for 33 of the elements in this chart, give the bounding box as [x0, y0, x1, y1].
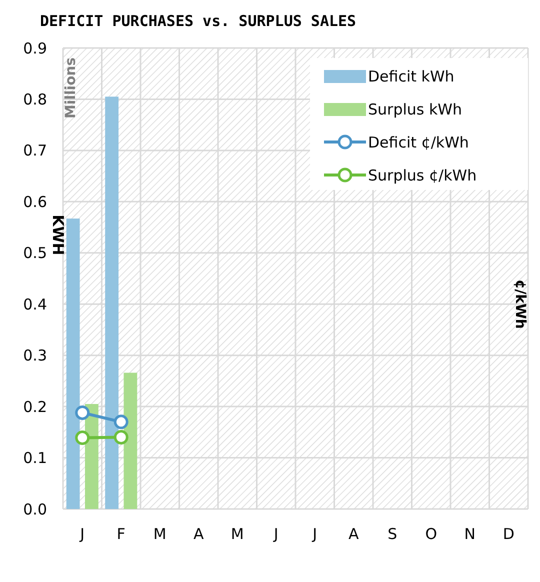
legend-label: Deficit ¢/kWh: [368, 133, 469, 152]
x-tick-label: J: [79, 525, 85, 543]
x-tick-label: J: [312, 525, 318, 543]
y-tick-label: 0.9: [23, 39, 47, 58]
x-tick-label: M: [230, 525, 244, 543]
x-tick-label: S: [388, 525, 398, 543]
legend-label: Surplus ¢/kWh: [368, 166, 477, 184]
y-tick-label: 0.2: [23, 398, 47, 416]
y-tick-label: 0.8: [23, 90, 47, 108]
x-tick-label: F: [116, 525, 126, 543]
y-tick-label: 0.1: [23, 449, 47, 468]
y-tick-label: 0.7: [23, 142, 47, 160]
y-tick-label: 0.5: [23, 244, 47, 262]
bar: [105, 96, 119, 509]
bar: [124, 372, 138, 509]
annotation: Millions: [63, 57, 79, 119]
x-tick-label: O: [425, 525, 438, 543]
x-tick-label: N: [464, 525, 476, 543]
y-tick-label: 0.4: [23, 295, 47, 314]
y-tick-label: 0.6: [23, 192, 47, 211]
x-tick-label: M: [153, 525, 166, 543]
legend-label: Surplus kWh: [368, 100, 462, 118]
x-tick-label: D: [502, 525, 514, 543]
x-tick-label: A: [193, 525, 204, 543]
chart-title: DEFICIT PURCHASES vs. SURPLUS SALES: [40, 12, 356, 30]
legend-label: Deficit kWh: [368, 67, 454, 86]
y-axis-title: KWH: [49, 214, 67, 256]
x-tick-label: J: [272, 525, 278, 543]
y2-axis-title: ¢/kWh: [512, 279, 528, 329]
x-tick-label: A: [348, 525, 360, 543]
y-tick-label: 0.3: [23, 346, 47, 365]
bar: [66, 218, 80, 509]
y-tick-label: 0.0: [23, 500, 47, 518]
